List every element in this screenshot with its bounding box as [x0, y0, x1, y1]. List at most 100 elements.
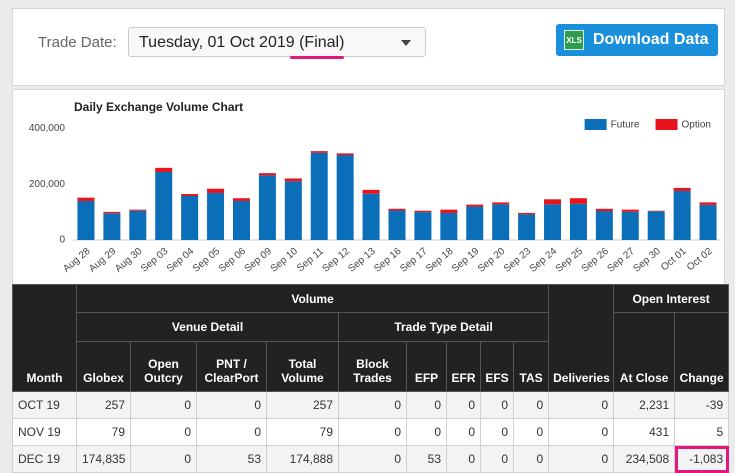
header-cell: EFP — [406, 341, 447, 392]
button-label: Download Data — [593, 31, 709, 48]
x-tick-label: Sep 16 — [372, 246, 404, 275]
table-cell: 0 — [196, 391, 267, 419]
header-cell: Deliveries — [548, 284, 615, 392]
chart: Daily Exchange Volume Chart 0 200,000 400,… — [29, 100, 721, 275]
bar-segment — [621, 211, 639, 240]
bar-segment — [336, 155, 354, 240]
bar-segment — [388, 210, 406, 240]
x-tick-label: Sep 06 — [217, 246, 249, 275]
table-cell: 79 — [76, 418, 131, 446]
x-tick-label: Sep 24 — [528, 246, 560, 275]
table-cell: 0 — [480, 391, 514, 419]
download-button[interactable]: XLS Download Data — [556, 24, 718, 56]
bar-segment — [492, 202, 510, 205]
bar-segment — [232, 201, 250, 240]
header-cell: Open Interest — [613, 284, 730, 313]
table-cell: 0 — [512, 418, 550, 446]
x-tick-label: Sep 20 — [476, 246, 508, 275]
table-cell: 257 — [76, 391, 131, 419]
table-cell: 257 — [266, 391, 339, 419]
x-tick-label: Sep 30 — [631, 246, 663, 275]
table-cell: -1,083 — [674, 445, 730, 473]
table-cell: 0 — [548, 391, 615, 419]
table-cell: 174,835 — [76, 445, 131, 473]
trade-date-select[interactable]: Tuesday, 01 Oct 2019 (Final) — [128, 27, 426, 57]
trade-date-label: Trade Date: — [38, 34, 117, 51]
table-cell: OCT 19 — [12, 391, 77, 419]
bar-segment — [518, 212, 536, 215]
bar-segment — [258, 175, 276, 240]
table-cell: 0 — [406, 391, 447, 419]
bar-segment — [362, 193, 380, 240]
x-tick-label: Sep 09 — [243, 246, 275, 275]
table-cell: 0 — [338, 445, 407, 473]
table-cell: 53 — [196, 445, 267, 473]
bar-segment — [129, 210, 147, 240]
bar-segment — [466, 206, 484, 240]
header-cell: EFS — [480, 341, 514, 392]
bar-segment — [129, 209, 147, 211]
header-cell: Globex — [76, 341, 131, 392]
bar-segment — [207, 192, 225, 240]
header-cell: Volume — [75, 284, 550, 313]
bar-segment — [544, 199, 562, 205]
bar-segment — [414, 212, 432, 240]
bar-segment — [207, 188, 225, 193]
x-tick-label: Aug 30 — [113, 246, 145, 275]
x-tick-label: Sep 03 — [139, 246, 171, 275]
bar-segment — [466, 204, 484, 207]
legend-label: Future — [611, 120, 640, 131]
bar-segment — [569, 203, 587, 240]
table-cell: 79 — [266, 418, 339, 446]
bar-segment — [310, 152, 328, 240]
bar-segment — [595, 211, 613, 240]
x-tick-label: Sep 26 — [580, 246, 612, 275]
x-tick-label: Oct 01 — [659, 246, 689, 274]
table-cell: 0 — [548, 445, 615, 473]
header-cell: Month — [12, 284, 77, 392]
bar-segment — [310, 151, 328, 153]
table-cell: 0 — [338, 418, 407, 446]
bar-segment — [569, 198, 587, 204]
y-tick-label: 200,000 — [29, 179, 66, 190]
table-cell: 0 — [196, 418, 267, 446]
bar-segment — [440, 209, 458, 213]
bar-segment — [362, 189, 380, 194]
x-tick-label: Sep 11 — [295, 246, 326, 275]
bar-segment — [103, 211, 121, 214]
x-tick-label: Sep 18 — [424, 246, 456, 275]
bar-segment — [673, 190, 691, 240]
header-cell: Open Outcry — [130, 341, 197, 392]
data-table: Month Volume Deliveries Open Interest Ve… — [12, 284, 730, 473]
header-cell: PNT / ClearPort — [196, 341, 267, 392]
table-cell: 0 — [130, 418, 197, 446]
bar-segment — [647, 211, 665, 240]
select-value: Tuesday, 01 Oct 2019 (Final) — [139, 34, 345, 51]
table-cell: 0 — [512, 391, 550, 419]
bar-segment — [181, 194, 199, 196]
table-cell: 0 — [548, 418, 615, 446]
bar-segment — [284, 181, 302, 240]
table-cell: 0 — [446, 418, 481, 446]
legend-label: Option — [682, 120, 711, 131]
bar-segment — [544, 204, 562, 240]
table-cell: NOV 19 — [12, 418, 77, 446]
table-cell: 0 — [512, 445, 550, 473]
table-cell: 2,231 — [613, 391, 676, 419]
bar-segment — [699, 204, 717, 240]
x-tick-label: Aug 28 — [61, 246, 93, 275]
bar-segment — [181, 195, 199, 240]
x-tick-label: Sep 17 — [398, 246, 430, 275]
table-cell: 0 — [480, 445, 514, 473]
x-tick-label: Sep 19 — [450, 246, 482, 275]
table-cell: -39 — [674, 391, 730, 419]
select-arrow — [401, 40, 411, 46]
table-cell: 5 — [674, 418, 730, 446]
table-cell: 0 — [446, 391, 481, 419]
table-row: OCT 19 257 0 0 257 0 0 0 0 0 0 2,231 -39 — [12, 391, 730, 419]
xls-icon: XLS — [564, 30, 584, 50]
bar-segment — [440, 212, 458, 240]
x-tick-label: Sep 04 — [165, 246, 197, 275]
bar-segment — [518, 214, 536, 240]
